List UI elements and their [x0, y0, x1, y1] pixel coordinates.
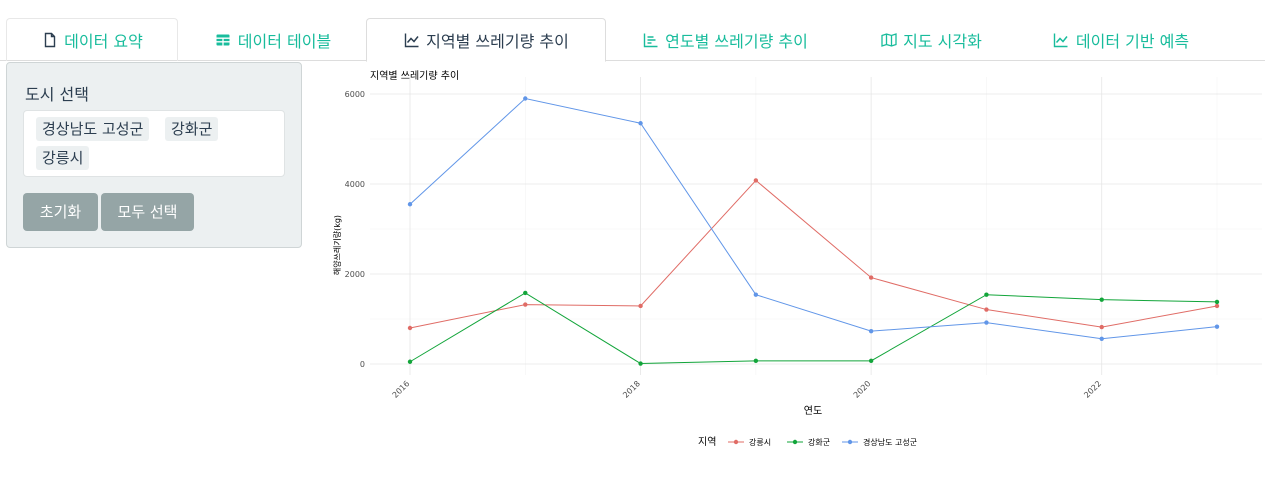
city-multiselect[interactable]: 경상남도 고성군 강화군 강릉시 — [23, 110, 285, 177]
series-line — [409, 292, 1218, 365]
data-point — [753, 358, 759, 364]
data-point — [1099, 324, 1104, 330]
data-point — [638, 303, 643, 309]
x-tick-label: 2020 — [852, 379, 873, 400]
x-tick-label: 2018 — [621, 379, 642, 400]
data-point — [523, 290, 528, 296]
tab-bar: 데이터 요약 데이터 테이블 지역별 쓰레기량 추이 연도별 쓰레기량 추이 지… — [0, 0, 1265, 62]
legend-title: 지역 — [698, 436, 716, 448]
tab-label: 지역별 쓰레기량 추이 — [426, 32, 569, 51]
y-tick-label: 6000 — [345, 90, 365, 99]
data-point — [753, 178, 759, 183]
tab-yearly-trend[interactable]: 연도별 쓰레기량 추이 — [620, 18, 830, 61]
x-axis-ticks: 2016 2018 2020 2022 — [391, 379, 1103, 400]
data-point — [523, 96, 528, 101]
series-line — [409, 179, 1218, 329]
data-point — [1214, 299, 1220, 305]
tab-label: 데이터 기반 예측 — [1075, 31, 1190, 51]
tab-label: 데이터 요약 — [64, 32, 143, 51]
legend-item-label: 경상남도 고성군 — [863, 437, 917, 447]
tab-label: 연도별 쓰레기량 추이 — [665, 31, 808, 51]
data-point — [984, 320, 989, 325]
line-chart-icon — [1053, 31, 1070, 48]
tab-label: 데이터 테이블 — [237, 31, 332, 51]
y-tick-label: 2000 — [345, 270, 365, 279]
legend-item-label: 강화군 — [808, 437, 830, 447]
legend-key-point — [733, 439, 739, 445]
tab-regional-trend[interactable]: 지역별 쓰레기량 추이 — [366, 18, 606, 62]
tab-map[interactable]: 지도 시각화 — [862, 18, 1000, 61]
data-point — [407, 325, 413, 331]
city-select-label: 도시 선택 — [25, 85, 89, 104]
data-point — [868, 328, 874, 334]
data-point — [638, 121, 643, 126]
map-icon — [880, 31, 897, 48]
reset-button[interactable]: 초기화 — [23, 193, 98, 231]
y-axis-ticks: 0 2000 4000 6000 — [345, 90, 365, 369]
x-tick-label: 2022 — [1082, 379, 1103, 400]
data-point — [984, 292, 989, 297]
data-point — [868, 275, 874, 280]
line-chart-icon — [403, 32, 420, 49]
tab-prediction[interactable]: 데이터 기반 예측 — [1030, 18, 1212, 61]
y-tick-label: 4000 — [345, 180, 365, 189]
bar-chart-icon — [642, 31, 659, 48]
chart-series — [407, 96, 1220, 366]
city-select-panel: 도시 선택 경상남도 고성군 강화군 강릉시 초기화 모두 선택 — [6, 62, 302, 248]
data-point — [1099, 297, 1104, 302]
table-icon — [215, 31, 232, 48]
data-point — [638, 361, 643, 366]
data-point — [407, 359, 413, 364]
data-point — [1214, 303, 1220, 309]
file-icon — [41, 32, 58, 49]
chart-grid — [370, 77, 1262, 375]
data-point — [1214, 324, 1220, 329]
chart-title: 지역별 쓰레기량 추이 — [370, 70, 459, 82]
selected-city-chip[interactable]: 강화군 — [165, 117, 219, 141]
data-point — [1099, 336, 1104, 341]
tab-data-table[interactable]: 데이터 테이블 — [180, 18, 366, 61]
data-point — [868, 358, 874, 364]
data-point — [753, 292, 759, 297]
x-axis-label: 연도 — [804, 405, 822, 417]
data-point — [984, 307, 989, 312]
series-line — [409, 97, 1218, 340]
data-point — [523, 302, 528, 307]
legend-key-point — [847, 439, 853, 445]
y-axis-label: 해양쓰레기량(kg) — [332, 215, 342, 275]
legend-key-point — [792, 439, 798, 445]
chart-legend: 지역 강릉시 강화군 경상남도 고성군 — [698, 436, 917, 448]
selected-city-chip[interactable]: 경상남도 고성군 — [36, 117, 150, 141]
x-tick-label: 2016 — [391, 379, 412, 400]
tab-label: 지도 시각화 — [903, 31, 982, 51]
data-point — [407, 202, 413, 207]
select-all-button[interactable]: 모두 선택 — [101, 193, 194, 231]
selected-city-chip[interactable]: 강릉시 — [36, 146, 90, 170]
y-tick-label: 0 — [360, 360, 365, 369]
legend-item-label: 강릉시 — [749, 437, 771, 447]
tab-data-summary[interactable]: 데이터 요약 — [6, 18, 178, 61]
